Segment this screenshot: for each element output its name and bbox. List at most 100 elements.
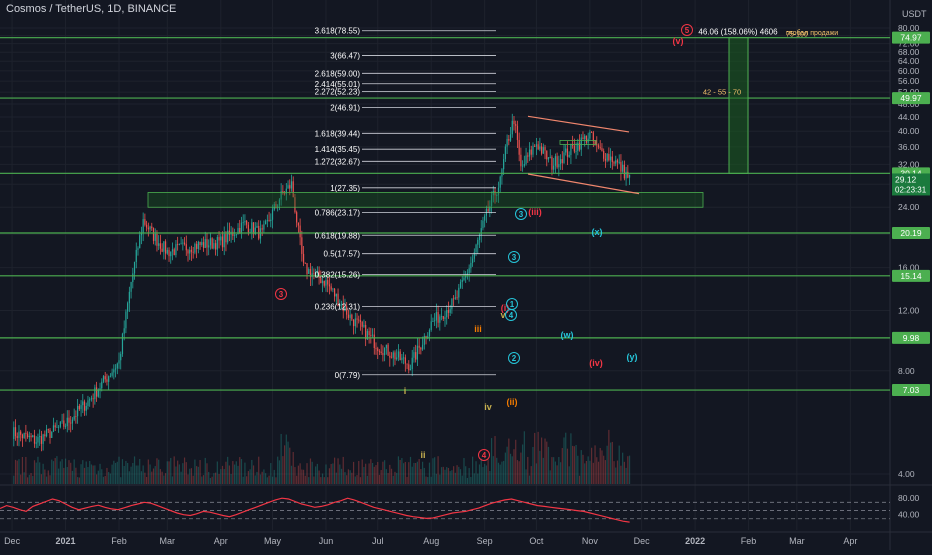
candle-body — [301, 237, 303, 254]
volume-bar — [118, 456, 120, 484]
volume-bar — [475, 461, 477, 484]
volume-bar — [470, 476, 472, 484]
volume-bar — [628, 455, 631, 484]
volume-bar — [232, 461, 234, 484]
x-tick-label: Mar — [160, 536, 176, 546]
volume-bar — [125, 460, 127, 484]
volume-bar — [139, 459, 141, 484]
volume-bar — [544, 438, 546, 484]
candle-body — [599, 147, 601, 149]
y-tick-label: 32.00 — [898, 159, 920, 169]
candle-body — [403, 357, 405, 359]
volume-bar — [440, 467, 443, 484]
candle-body — [359, 320, 362, 323]
candle-body — [482, 220, 484, 229]
volume-bar — [127, 462, 129, 484]
volume-bar — [549, 470, 551, 484]
volume-bar — [147, 459, 149, 484]
volume-bar — [344, 472, 346, 484]
candle-body — [582, 137, 584, 140]
candle-body — [56, 426, 58, 428]
volume-bar — [535, 463, 538, 484]
candle-body — [373, 334, 375, 349]
candle-body — [361, 322, 363, 327]
global-range-label: 75-100 — [786, 32, 808, 39]
volume-bar — [277, 456, 279, 484]
candle-body — [347, 314, 350, 318]
candle-body — [468, 268, 470, 274]
candle-body — [71, 419, 74, 424]
candle-body — [363, 324, 365, 327]
y-tick-label: 24.00 — [898, 202, 920, 212]
volume-bar — [133, 456, 136, 484]
volume-bar — [89, 461, 91, 484]
wave-circle — [505, 309, 517, 321]
volume-bar — [82, 460, 84, 484]
candle-body — [570, 143, 572, 155]
volume-bar — [87, 467, 89, 484]
y-tick-label: 56.00 — [898, 76, 920, 86]
volume-bar — [337, 458, 339, 484]
candle-body — [265, 221, 267, 225]
candle-body — [182, 242, 184, 244]
volume-bar — [309, 458, 312, 484]
volume-bar — [592, 462, 594, 484]
fib-label: 0.5(17.57) — [324, 250, 361, 259]
candle-body — [540, 146, 543, 154]
wave-label: 5 — [685, 26, 690, 35]
candle-body — [35, 442, 37, 444]
candle-body — [170, 251, 172, 257]
volume-bar — [625, 467, 627, 484]
candle-body — [371, 334, 374, 336]
volume-bar — [121, 459, 124, 484]
volume-bar — [140, 471, 143, 484]
y-tick-label: 68.00 — [898, 47, 920, 57]
candle-body — [423, 336, 425, 345]
volume-bar — [580, 450, 582, 484]
price-label: 49.97 — [900, 93, 922, 103]
candle-body — [516, 125, 519, 140]
volume-bar — [478, 464, 481, 484]
candle-body — [327, 280, 329, 285]
x-tick-label: Feb — [741, 536, 757, 546]
candle-body — [213, 243, 215, 249]
candle-body — [575, 150, 577, 152]
volume-bar — [589, 460, 591, 484]
fib-label: 0(7.79) — [335, 371, 361, 380]
volume-bar — [71, 470, 74, 484]
volume-bar — [465, 466, 467, 484]
candle-body — [289, 185, 291, 189]
candle-body — [342, 303, 344, 311]
y-tick-label: 44.00 — [898, 112, 920, 122]
volume-bar — [468, 468, 470, 484]
candle-body — [123, 328, 125, 334]
oscillator-line — [0, 497, 630, 523]
volume-bar — [283, 445, 286, 484]
volume-bar — [135, 465, 137, 484]
candle-body — [578, 142, 581, 150]
candle-body — [173, 249, 175, 256]
candle-body — [315, 271, 317, 274]
oscillator-panel — [0, 487, 890, 530]
candle-body — [558, 164, 560, 168]
volume-bar — [177, 460, 179, 484]
candle-body — [178, 243, 180, 245]
volume-bar — [439, 474, 441, 484]
volume-bar — [527, 456, 529, 484]
candle-body — [397, 351, 400, 358]
candle-body — [151, 226, 153, 229]
fib-label: 2.414(55.01) — [315, 80, 361, 89]
volume-bar — [163, 475, 165, 484]
candle-body — [211, 238, 213, 249]
candle-body — [559, 159, 562, 165]
volume-bar — [484, 463, 486, 484]
volume-bar — [289, 447, 291, 484]
candle-body — [196, 243, 198, 249]
candle-body — [220, 236, 222, 241]
volume-bar — [302, 469, 305, 484]
candle-body — [25, 433, 27, 434]
candle-body — [104, 376, 106, 380]
x-tick-label: Oct — [529, 536, 544, 546]
